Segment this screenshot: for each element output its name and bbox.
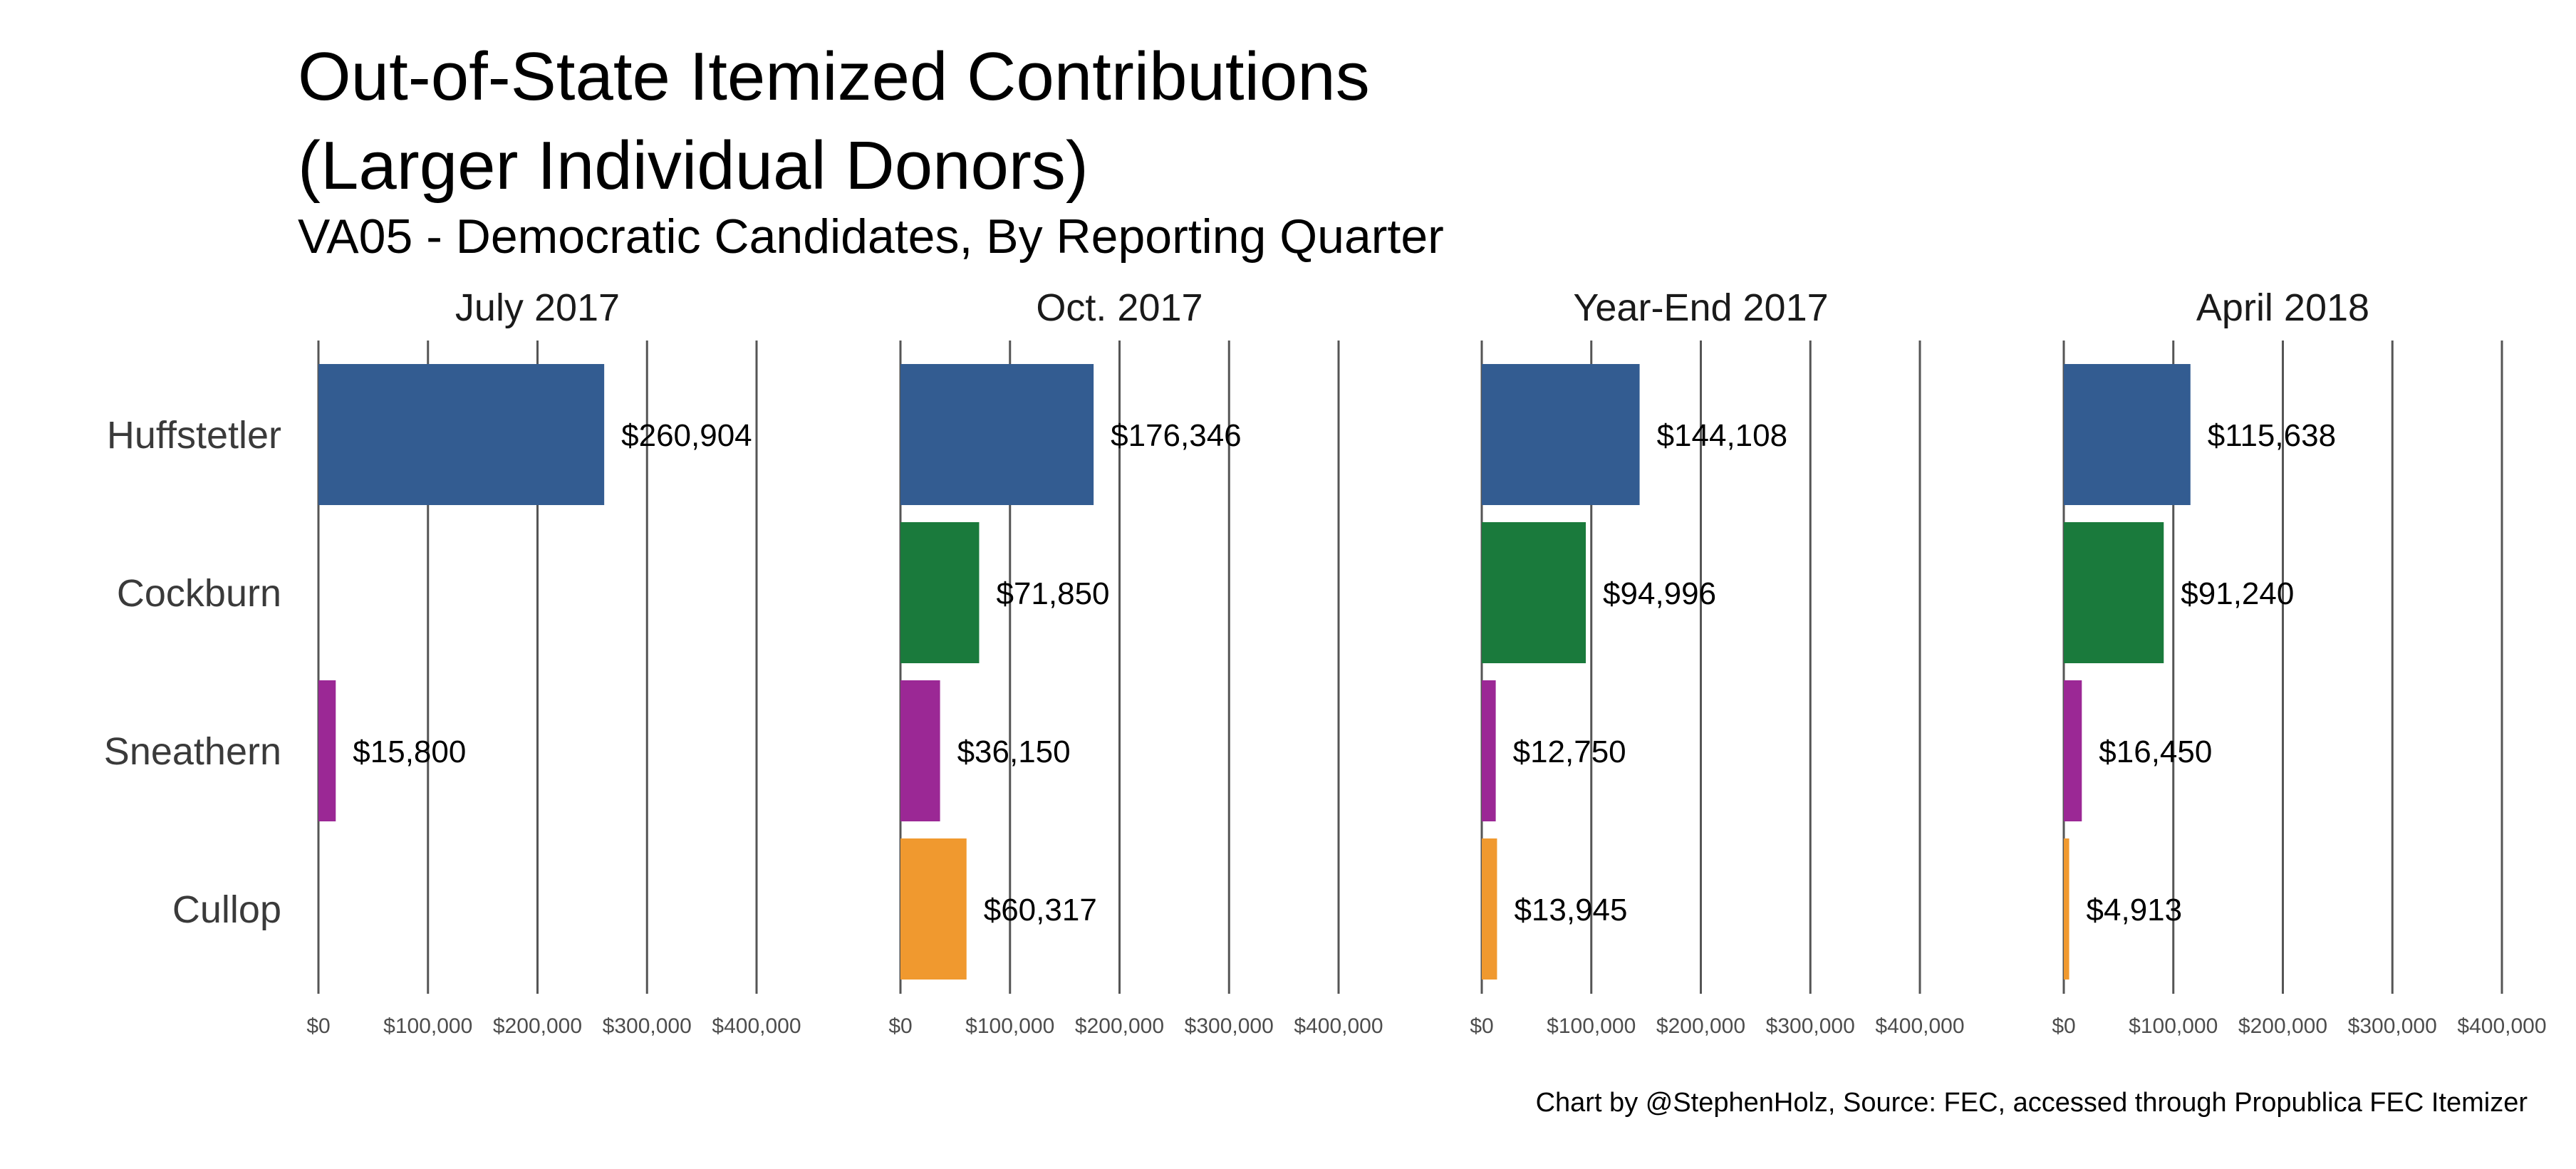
data-label-cullop: $60,317	[984, 893, 1097, 928]
data-label-cockburn: $71,850	[996, 576, 1109, 611]
bar-cockburn	[900, 522, 980, 663]
data-label-huffstetler: $144,108	[1657, 418, 1788, 453]
facet-panel-2: Oct. 2017 $0 $100,000 $200,000 $300,000 $400,…	[888, 286, 1383, 1038]
facet-panel-4: April 2018 $0 $100,000 $200,000 $300,000 $400…	[2052, 286, 2546, 1038]
facet-panel-1: July 2017 $0 $100,000 $200,000 $300,000 $400,…	[306, 286, 801, 1038]
facet-title: Year-End 2017	[1573, 286, 1828, 329]
chart-caption: Chart by @StephenHolz, Source: FEC, acce…	[1536, 1088, 2528, 1118]
data-label-huffstetler: $260,904	[621, 418, 752, 453]
facet-title: Oct. 2017	[1036, 286, 1203, 329]
x-tick-label: $100,000	[383, 1014, 472, 1038]
bar-sneathern	[900, 680, 940, 821]
bar-huffstetler	[900, 364, 1094, 505]
category-label-cockburn: Cockburn	[117, 572, 281, 615]
x-tick-label: $200,000	[493, 1014, 582, 1038]
category-label-cullop: Cullop	[172, 888, 281, 931]
x-tick-label: $0	[306, 1014, 330, 1038]
x-tick-label: $200,000	[2238, 1014, 2327, 1038]
x-tick-label: $0	[2052, 1014, 2075, 1038]
data-label-cullop: $13,945	[1514, 893, 1627, 928]
data-label-huffstetler: $176,346	[1111, 418, 1242, 453]
bar-huffstetler	[2064, 364, 2191, 505]
chart-subtitle: VA05 - Democratic Candidates, By Reporti…	[298, 209, 1444, 264]
category-label-huffstetler: Huffstetler	[107, 414, 281, 457]
bar-sneathern	[2064, 680, 2082, 821]
x-tick-label: $100,000	[2129, 1014, 2218, 1038]
bar-cockburn	[2064, 522, 2164, 663]
chart-title-line-2: (Larger Individual Donors)	[298, 128, 1089, 204]
bar-cullop	[1482, 838, 1497, 980]
data-label-sneathern: $16,450	[2099, 734, 2212, 769]
facet-panel-3: Year-End 2017 $0 $100,000 $200,000 $300,000 $…	[1470, 286, 1964, 1038]
x-tick-label: $400,000	[1875, 1014, 1964, 1038]
facet-title: April 2018	[2196, 286, 2369, 329]
facet-panels: July 2017 $0 $100,000 $200,000 $300,000 $400,…	[306, 286, 2546, 1038]
bar-cockburn	[1482, 522, 1586, 663]
bar-cullop	[2064, 838, 2069, 980]
x-tick-label: $0	[1470, 1014, 1493, 1038]
category-axis: Huffstetler Cockburn Sneathern Cullop	[104, 414, 281, 931]
x-tick-label: $300,000	[1766, 1014, 1855, 1038]
data-label-cullop: $4,913	[2087, 893, 2183, 928]
category-label-sneathern: Sneathern	[104, 730, 281, 773]
x-tick-label: $400,000	[1294, 1014, 1383, 1038]
x-tick-label: $400,000	[2457, 1014, 2546, 1038]
x-tick-label: $300,000	[603, 1014, 692, 1038]
x-tick-label: $100,000	[965, 1014, 1054, 1038]
facet-title: July 2017	[455, 286, 620, 329]
x-tick-label: $300,000	[1185, 1014, 1274, 1038]
bar-huffstetler	[318, 364, 605, 505]
bar-huffstetler	[1482, 364, 1640, 505]
chart-title-line-1: Out-of-State Itemized Contributions	[298, 38, 1370, 115]
bar-sneathern	[1482, 680, 1496, 821]
bar-cullop	[900, 838, 967, 980]
data-label-sneathern: $15,800	[353, 734, 466, 769]
x-tick-label: $200,000	[1656, 1014, 1745, 1038]
x-tick-label: $0	[888, 1014, 912, 1038]
x-tick-label: $400,000	[712, 1014, 801, 1038]
bar-sneathern	[318, 680, 336, 821]
x-tick-label: $300,000	[2348, 1014, 2437, 1038]
x-tick-label: $200,000	[1075, 1014, 1164, 1038]
data-label-huffstetler: $115,638	[2208, 418, 2336, 453]
data-label-cockburn: $91,240	[2181, 576, 2294, 611]
data-label-cockburn: $94,996	[1603, 576, 1716, 611]
data-label-sneathern: $12,750	[1513, 734, 1626, 769]
x-tick-label: $100,000	[1547, 1014, 1636, 1038]
data-label-sneathern: $36,150	[957, 734, 1071, 769]
